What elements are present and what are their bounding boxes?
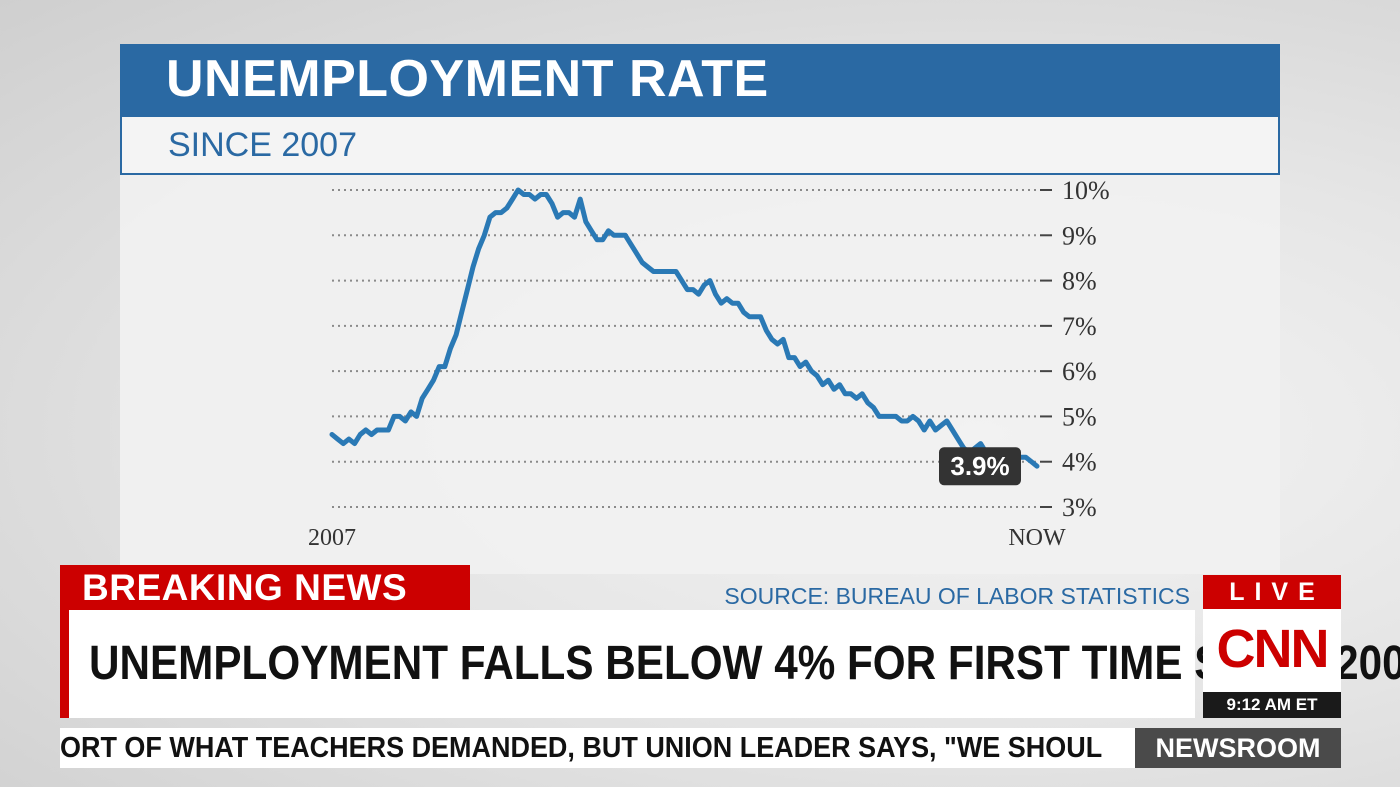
x-tick-label: 2007 (308, 525, 356, 551)
headline: UNEMPLOYMENT FALLS BELOW 4% FOR FIRST TI… (89, 637, 1400, 690)
source-credit: SOURCE: BUREAU OF LABOR STATISTICS (724, 583, 1190, 609)
live-badge: LIVE (1203, 575, 1341, 609)
series-line (329, 187, 1040, 469)
y-tick-label: 7% (1062, 312, 1097, 341)
clock: 9:12 AM ET (1203, 692, 1341, 718)
headline-box: UNEMPLOYMENT FALLS BELOW 4% FOR FIRST TI… (60, 610, 1400, 718)
x-tick-label: NOW (1008, 525, 1066, 551)
network-logo-box: CNN (1203, 609, 1341, 692)
cnn-logo: CNN (1216, 619, 1330, 679)
y-tick-label: 6% (1062, 357, 1097, 386)
y-tick-label: 10% (1062, 176, 1110, 205)
current-value-badge (939, 447, 1021, 486)
breaking-news-banner: BREAKING NEWS (60, 565, 470, 610)
y-tick-label: 4% (1062, 448, 1097, 477)
y-tick-label: 3% (1062, 493, 1097, 522)
news-ticker: ORT OF WHAT TEACHERS DEMANDED, BUT UNION… (60, 728, 1135, 768)
chart-title: UNEMPLOYMENT RATE (120, 44, 1280, 115)
y-tick-label: 8% (1062, 267, 1097, 296)
y-tick-label: 5% (1062, 402, 1097, 431)
ticker-text: ORT OF WHAT TEACHERS DEMANDED, BUT UNION… (60, 732, 1103, 764)
chart-subtitle: SINCE 2007 (120, 115, 1280, 175)
show-name: NEWSROOM (1135, 728, 1341, 768)
current-value-label: 3.9% (950, 451, 1009, 481)
y-tick-label: 9% (1062, 221, 1097, 250)
